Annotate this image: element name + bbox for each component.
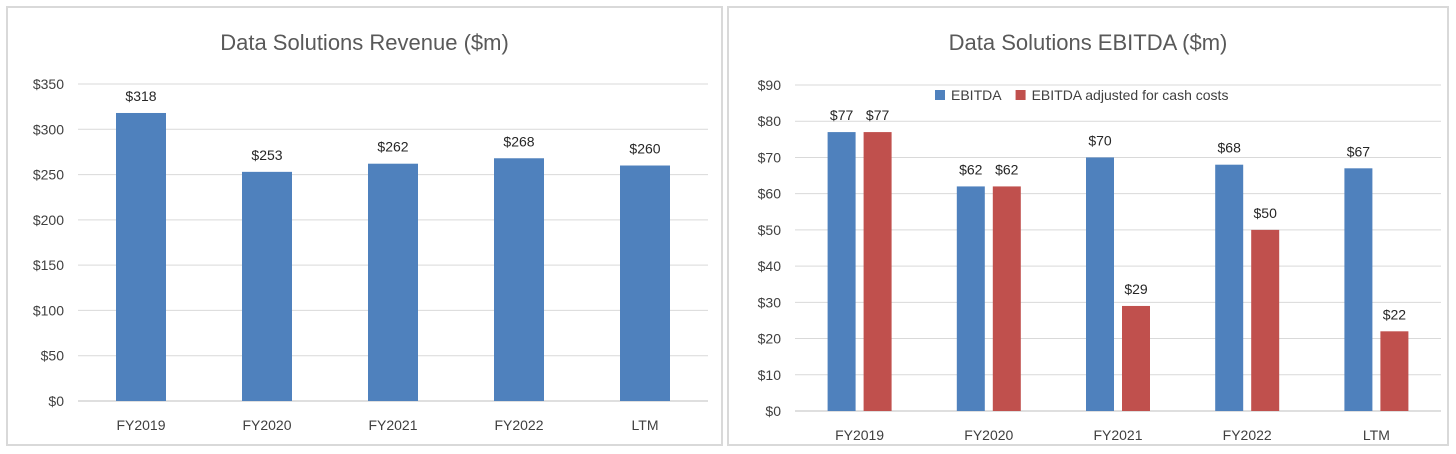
ebitda-data-label: $62 [995, 161, 1019, 177]
ebitda-bar-series1 [956, 186, 985, 411]
ebitda-bar-series2 [863, 132, 892, 411]
revenue-data-label: $260 [629, 141, 660, 157]
revenue-y-tick-label: $350 [33, 76, 64, 92]
ebitda-category-label: FY2021 [1093, 427, 1142, 443]
ebitda-bar-series2 [1380, 331, 1409, 411]
ebitda-chart-title: Data Solutions EBITDA ($m) [949, 30, 1228, 55]
revenue-chart-panel: Data Solutions Revenue ($m) $0 $50 $100 $150… [6, 6, 723, 446]
ebitda-legend-label: EBITDA adjusted for cash costs [1032, 87, 1229, 103]
ebitda-data-label: $70 [1088, 132, 1112, 148]
ebitda-y-tick-label: $10 [758, 367, 782, 383]
revenue-y-tick-label: $0 [48, 393, 64, 409]
ebitda-data-label: $68 [1218, 140, 1242, 156]
ebitda-y-tick-label: $40 [758, 258, 782, 274]
revenue-y-tick-label: $50 [41, 348, 65, 364]
ebitda-bar-series1 [1344, 168, 1373, 411]
ebitda-data-label: $29 [1124, 281, 1148, 297]
ebitda-chart: Data Solutions EBITDA ($m) $0 $10 $20 $30 $40… [758, 30, 1441, 443]
ebitda-y-tick-label: $30 [758, 294, 782, 310]
revenue-y-tick-label: $300 [33, 121, 64, 137]
ebitda-category-label: FY2019 [835, 427, 884, 443]
revenue-bar-series1 [494, 158, 544, 401]
revenue-y-tick-label: $250 [33, 167, 64, 183]
ebitda-category-label: LTM [1363, 427, 1390, 443]
ebitda-data-label: $77 [866, 107, 890, 123]
ebitda-bar-series1 [1086, 157, 1114, 411]
ebitda-bar-series1 [827, 132, 856, 411]
revenue-bar-series1 [620, 165, 670, 401]
revenue-category-label: FY2019 [116, 417, 165, 433]
revenue-y-tick-label: $100 [33, 302, 64, 318]
ebitda-bar-series1 [1215, 164, 1244, 411]
ebitda-y-tick-label: $50 [758, 222, 782, 238]
ebitda-y-tick-label: $0 [765, 403, 781, 419]
ebitda-category-label: FY2020 [964, 427, 1013, 443]
ebitda-category-label: FY2022 [1223, 427, 1272, 443]
ebitda-bar-series2 [992, 186, 1021, 411]
revenue-bar-series1 [368, 163, 418, 401]
ebitda-y-tick-label: $70 [758, 149, 782, 165]
revenue-y-tick-label: $200 [33, 212, 64, 228]
revenue-data-label: $262 [377, 139, 408, 155]
ebitda-bar-series2 [1122, 305, 1150, 411]
ebitda-data-label: $22 [1383, 306, 1407, 322]
ebitda-legend-label: EBITDA [951, 87, 1002, 103]
ebitda-data-label: $67 [1347, 143, 1371, 159]
revenue-data-label: $268 [503, 133, 534, 149]
revenue-data-label: $253 [251, 147, 282, 163]
revenue-bar-series1 [242, 171, 292, 401]
ebitda-data-label: $62 [959, 161, 983, 177]
ebitda-y-tick-label: $80 [758, 113, 782, 129]
ebitda-data-label: $50 [1254, 205, 1278, 221]
revenue-bar-series1 [116, 112, 166, 402]
revenue-category-label: FY2020 [242, 417, 291, 433]
ebitda-legend-swatch [1015, 90, 1026, 100]
ebitda-y-tick-label: $90 [758, 77, 782, 93]
ebitda-y-tick-label: $20 [758, 331, 782, 347]
ebitda-data-label: $77 [830, 107, 854, 123]
revenue-category-label: LTM [632, 417, 659, 433]
revenue-category-label: FY2021 [368, 417, 417, 433]
revenue-chart-title: Data Solutions Revenue ($m) [220, 30, 509, 55]
revenue-y-tick-label: $150 [33, 257, 64, 273]
ebitda-chart-panel: Data Solutions EBITDA ($m) $0 $10 $20 $30 $40… [727, 6, 1449, 446]
revenue-chart: Data Solutions Revenue ($m) $0 $50 $100 $150… [33, 30, 708, 433]
ebitda-y-tick-label: $60 [758, 186, 782, 202]
ebitda-legend-swatch [935, 90, 945, 100]
revenue-category-label: FY2022 [494, 417, 543, 433]
ebitda-bar-series2 [1251, 229, 1280, 411]
revenue-data-label: $318 [125, 88, 156, 104]
